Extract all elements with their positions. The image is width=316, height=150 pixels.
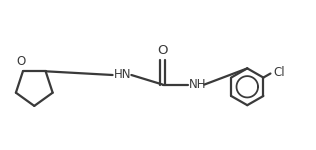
Text: O: O [157, 44, 168, 57]
Text: NH: NH [189, 78, 207, 91]
Text: Cl: Cl [273, 66, 285, 79]
Text: O: O [17, 55, 26, 68]
Text: HN: HN [114, 69, 132, 81]
